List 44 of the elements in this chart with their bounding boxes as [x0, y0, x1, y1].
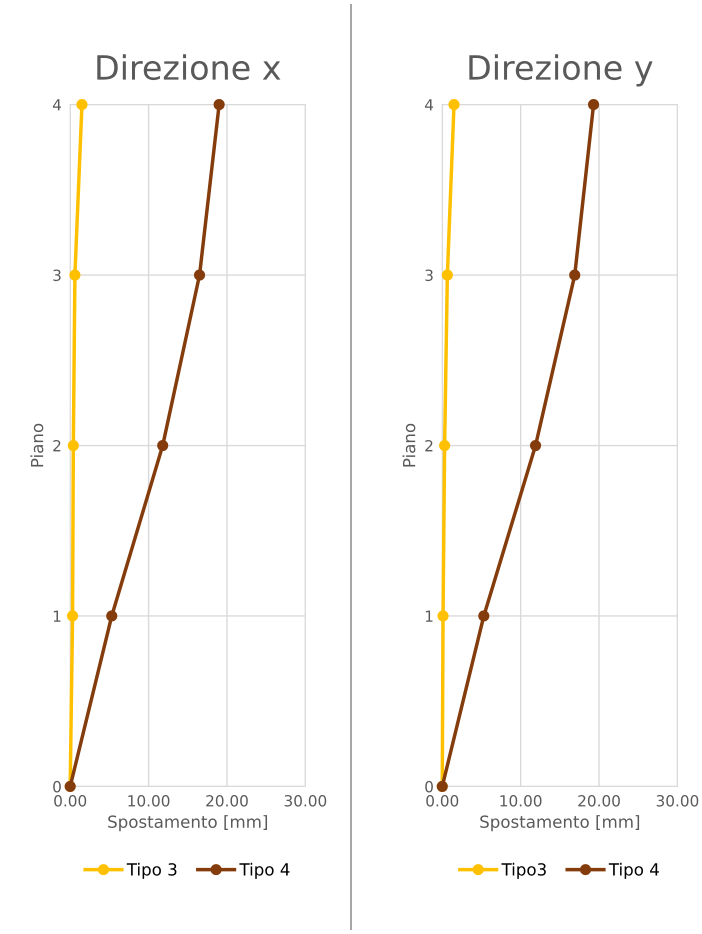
x-tick-label: 10.00 [500, 795, 542, 807]
x-tick-label: 0.00 [426, 795, 458, 807]
chart-title: Direzione x [97, 54, 280, 80]
x-tick-label: 20.00 [206, 795, 248, 807]
y-tick-label: 0 [53, 780, 61, 792]
y-tick-label: 1 [54, 610, 60, 622]
y-tick-label: 4 [424, 99, 434, 110]
y-tick-label: 1 [426, 610, 433, 622]
legend-label: Tipo3 [501, 862, 546, 879]
point [68, 440, 79, 452]
y-tick-label: 3 [425, 270, 433, 282]
point [194, 270, 206, 281]
y-tick-label: 3 [53, 270, 61, 282]
legend-label: Tipo 3 [126, 862, 176, 879]
point [106, 610, 118, 622]
point [530, 440, 542, 452]
x-tick-label: 0.00 [54, 795, 86, 807]
point [569, 270, 580, 281]
y-tick-label: 4 [52, 99, 62, 110]
x-tick-label: 30.00 [284, 795, 326, 807]
legend-label: Tipo 4 [608, 862, 659, 879]
legend-label: Tipo 4 [239, 862, 290, 879]
chart-title: Direzione y [469, 54, 653, 87]
point [76, 99, 88, 110]
point [437, 610, 449, 622]
x-tick-label: 30.00 [656, 795, 698, 807]
x-axis-title: Spostamento [mm] [108, 815, 268, 832]
point [442, 270, 453, 281]
point [588, 99, 600, 110]
y-axis-title: Piano [402, 424, 416, 467]
point [448, 99, 460, 110]
y-tick-label: 0 [425, 780, 433, 792]
point [69, 270, 80, 281]
x-tick-label: 10.00 [128, 795, 170, 807]
point [439, 440, 450, 452]
x-tick-label: 20.00 [578, 795, 620, 807]
y-axis-title: Piano [30, 424, 44, 467]
point [214, 99, 225, 110]
point [157, 440, 168, 452]
point [66, 610, 78, 622]
y-tick-label: 2 [425, 440, 432, 452]
point [478, 610, 490, 622]
x-axis-title: Spostamento [mm] [480, 815, 640, 832]
y-tick-label: 2 [53, 440, 60, 452]
